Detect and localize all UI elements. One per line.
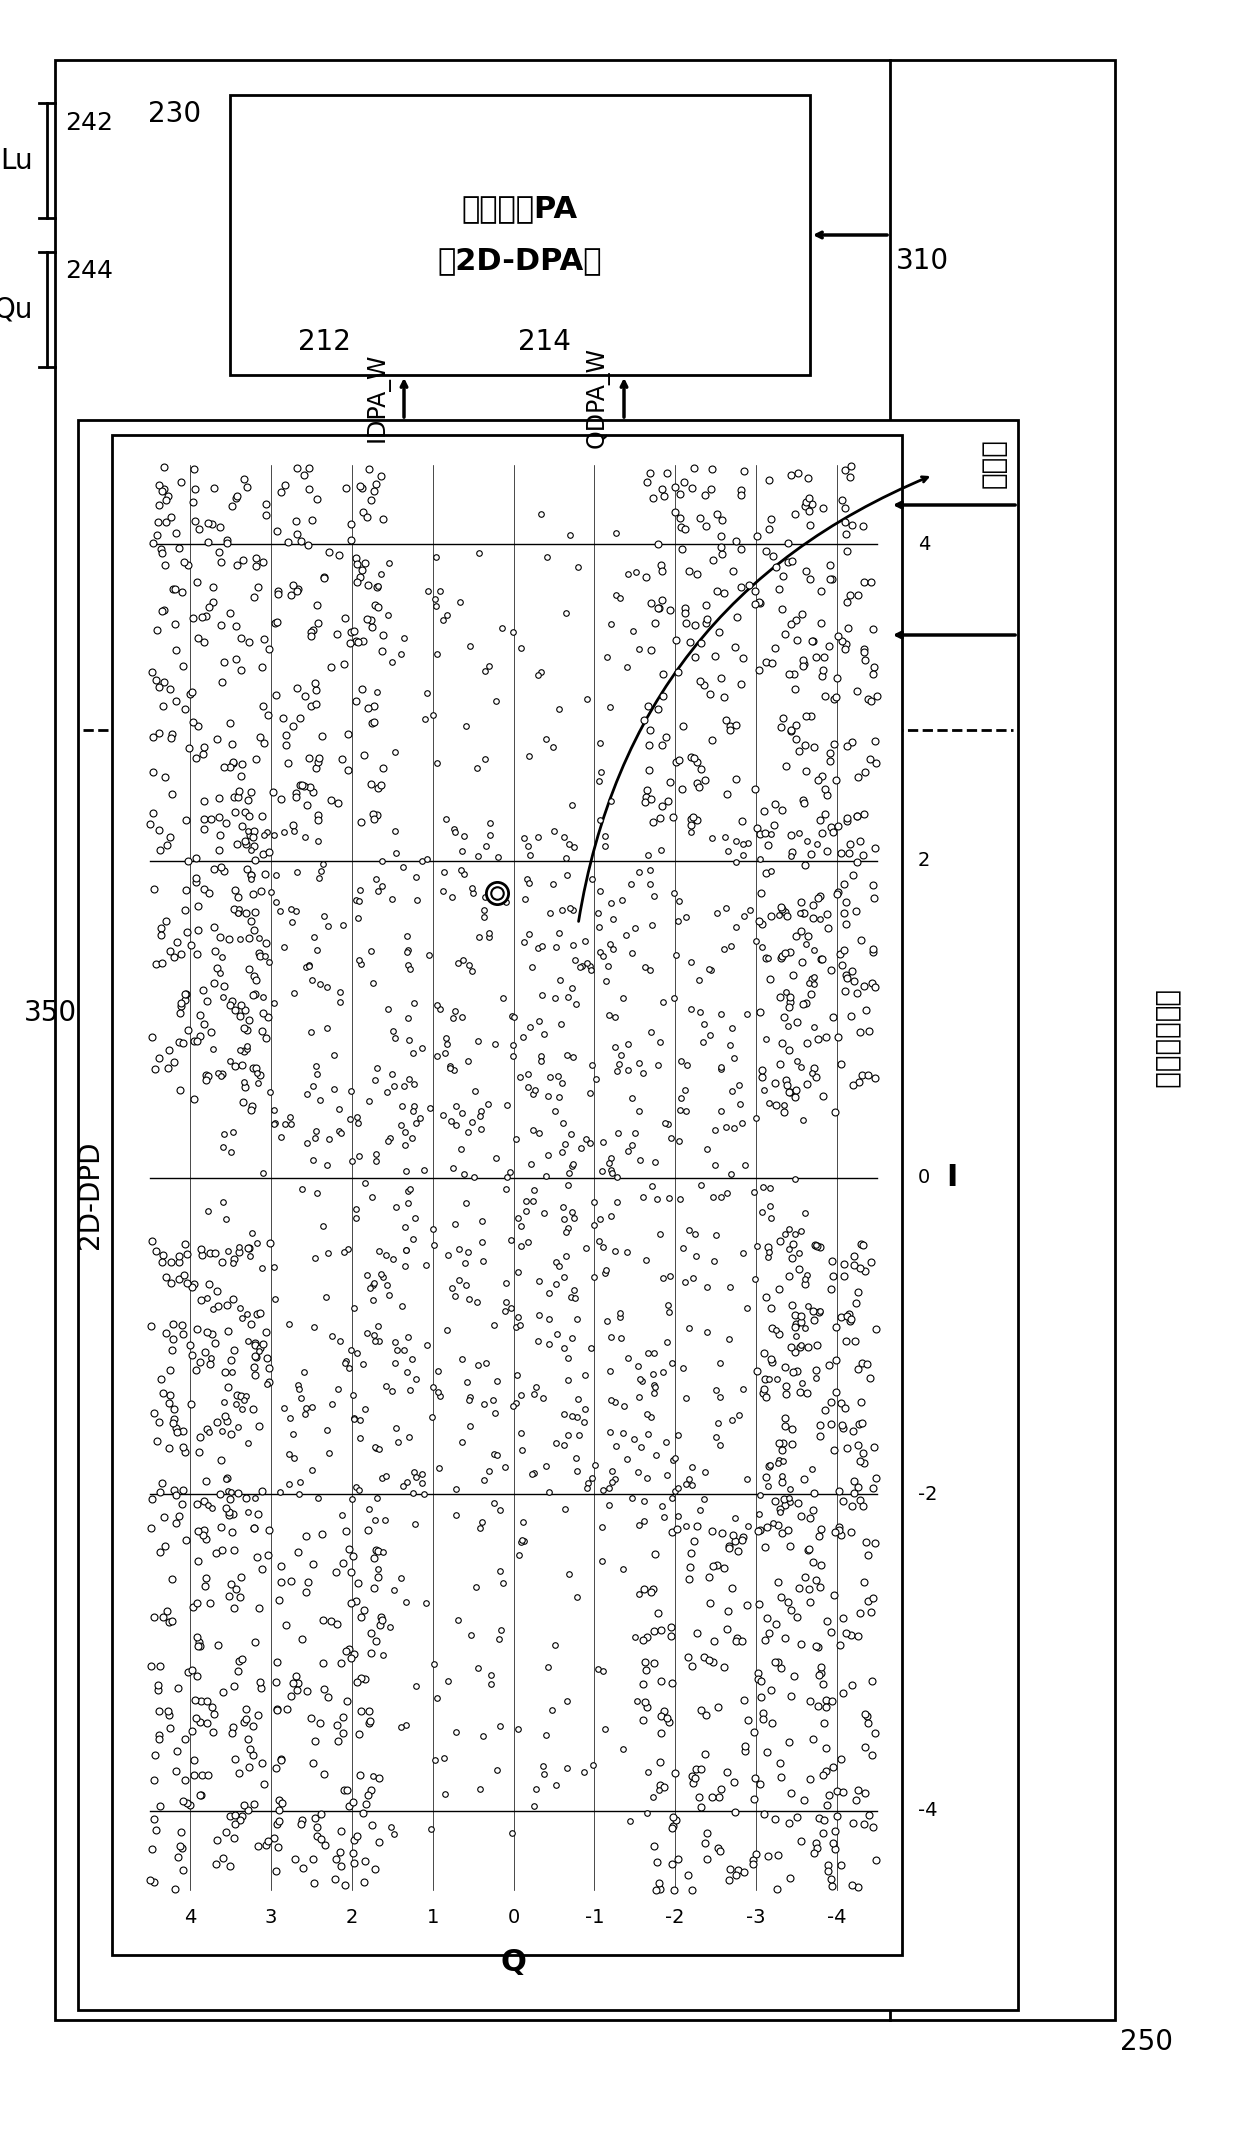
Text: -2: -2 bbox=[666, 1909, 684, 1928]
Bar bbox=[229, 94, 810, 376]
Text: 2D-DPD: 2D-DPD bbox=[76, 1140, 104, 1249]
Text: （2D-DPA）: （2D-DPA） bbox=[438, 246, 603, 275]
Bar bbox=[112, 436, 901, 1956]
Text: -2: -2 bbox=[918, 1484, 937, 1503]
Text: 时钟脉冲信号: 时钟脉冲信号 bbox=[1153, 991, 1180, 1089]
Text: 0: 0 bbox=[918, 1168, 930, 1187]
Text: Qu: Qu bbox=[0, 295, 33, 322]
Text: 4: 4 bbox=[185, 1909, 197, 1928]
Text: 250: 250 bbox=[1120, 2028, 1173, 2056]
Text: 2: 2 bbox=[918, 852, 930, 871]
Text: Lu: Lu bbox=[0, 147, 33, 175]
Text: 212: 212 bbox=[298, 329, 351, 357]
Text: -4: -4 bbox=[827, 1909, 847, 1928]
Bar bbox=[78, 421, 1018, 2009]
Text: Q: Q bbox=[501, 1947, 527, 1977]
Text: 3: 3 bbox=[265, 1909, 278, 1928]
Text: 2: 2 bbox=[346, 1909, 358, 1928]
Text: QDPA_W: QDPA_W bbox=[587, 348, 610, 448]
Text: IDPA_W: IDPA_W bbox=[366, 352, 391, 442]
Text: -3: -3 bbox=[746, 1909, 765, 1928]
Text: 310: 310 bbox=[897, 248, 949, 275]
Bar bbox=[55, 60, 1115, 2020]
Text: 350: 350 bbox=[24, 999, 77, 1027]
Text: 244: 244 bbox=[64, 258, 113, 284]
Text: 242: 242 bbox=[64, 111, 113, 135]
Text: 214: 214 bbox=[517, 329, 570, 357]
Text: 映射器: 映射器 bbox=[980, 438, 1008, 489]
Text: 二维数字PA: 二维数字PA bbox=[463, 194, 578, 224]
Text: 0: 0 bbox=[507, 1909, 520, 1928]
Text: -4: -4 bbox=[918, 1802, 937, 1821]
Text: 4: 4 bbox=[918, 534, 930, 553]
Text: 1: 1 bbox=[427, 1909, 439, 1928]
Text: I: I bbox=[946, 1164, 957, 1191]
Text: -1: -1 bbox=[584, 1909, 604, 1928]
Text: 230: 230 bbox=[149, 100, 202, 128]
